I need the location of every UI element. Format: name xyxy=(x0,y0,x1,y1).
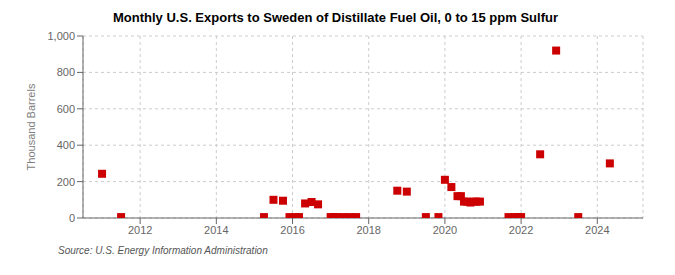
html-text:Monthly U.S. Exports to Sweden: Monthly U.S. Exports to Sweden of Distil… xyxy=(113,10,558,25)
html-text:Source: U.S. Energy Informatio: Source: U.S. Energy Information Administ… xyxy=(58,245,268,256)
svg-text:2016: 2016 xyxy=(280,224,304,236)
svg-text:400: 400 xyxy=(57,139,75,151)
svg-text:2014: 2014 xyxy=(204,224,228,236)
svg-text:200: 200 xyxy=(57,176,75,188)
svg-text:2024: 2024 xyxy=(585,224,609,236)
svg-text:0: 0 xyxy=(69,212,75,224)
svg-text:2012: 2012 xyxy=(128,224,152,236)
svg-text:Thousand Barrels: Thousand Barrels xyxy=(25,83,37,170)
svg-text:1,000: 1,000 xyxy=(47,30,75,42)
svg-text:2020: 2020 xyxy=(433,224,457,236)
svg-text:2022: 2022 xyxy=(509,224,533,236)
svg-text:2018: 2018 xyxy=(356,224,380,236)
svg-text:600: 600 xyxy=(57,103,75,115)
svg-text:800: 800 xyxy=(57,66,75,78)
